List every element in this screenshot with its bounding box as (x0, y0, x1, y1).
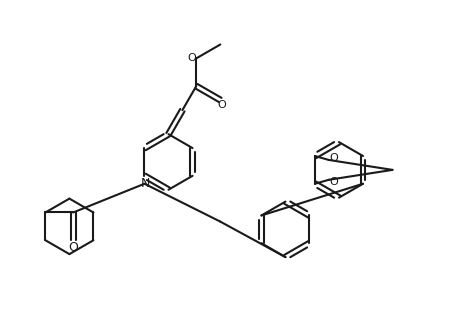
Text: O: O (216, 100, 225, 110)
Text: N: N (140, 177, 150, 190)
Text: O: O (68, 241, 78, 254)
Text: O: O (187, 53, 195, 63)
Text: O: O (329, 153, 337, 163)
Text: O: O (329, 177, 337, 187)
